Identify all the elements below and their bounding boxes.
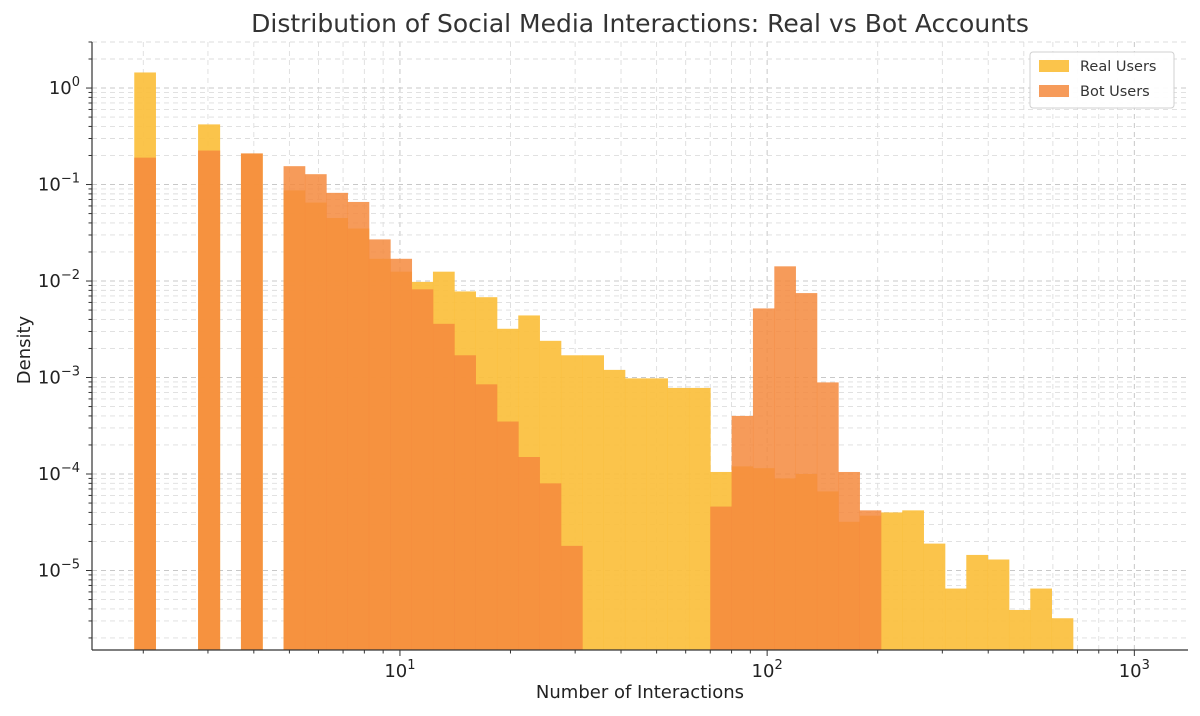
real-users-bar-21 [582,355,604,650]
real-users-bar-25 [667,387,690,650]
bot-users-bar-5 [240,153,263,651]
bot-users-bar-3 [198,150,221,650]
y-tick-label-2: 10−2 [38,268,80,292]
real-users-bar-42 [1030,588,1052,650]
y-tick-label-3: 10−3 [38,365,80,389]
bot-users-bar-13 [411,289,434,650]
bot-users-bar-20 [560,545,583,650]
real-users-bar-40 [987,559,1010,650]
y-tick-label-1: 10−1 [38,172,80,196]
real-users-bar-24 [646,378,669,650]
bot-users-bar-9 [326,192,348,650]
real-users-bar-37 [923,543,946,650]
legend-swatch-1 [1039,85,1069,97]
bot-users-bar-27 [710,506,732,650]
real-users-bars [134,72,1074,651]
y-tick-label-4: 10−4 [38,461,80,485]
legend-label-0: Real Users [1080,59,1156,75]
bot-users-bar-33 [838,471,860,650]
bot-users-bar-18 [518,457,540,650]
real-users-bar-41 [1008,609,1031,650]
bot-users-bar-19 [539,483,562,650]
bot-users-bar-8 [304,174,327,650]
bot-users-bar-28 [731,415,754,650]
bot-users-bar-0 [134,157,156,650]
bot-users-bar-11 [368,239,391,650]
legend-swatch-0 [1039,60,1069,72]
x-tick-label-0: 101 [384,658,415,682]
real-users-bar-39 [966,554,989,650]
real-users-bar-43 [1051,618,1074,650]
bot-users-bar-14 [432,323,455,650]
bot-users-bar-12 [390,258,413,650]
bot-users-bar-29 [752,308,775,650]
real-users-bar-38 [944,588,967,650]
chart-title: Distribution of Social Media Interaction… [251,9,1029,38]
plot-axes [86,41,1188,656]
real-users-bar-23 [624,378,647,650]
y-axis-ticks: 100 10−1 10−2 10−3 10−4 10−5 [38,75,80,581]
real-users-bar-35 [880,512,903,650]
x-axis-label: Number of Interactions [536,682,744,703]
bot-users-bar-10 [347,201,370,650]
bot-users-bar-15 [454,355,476,650]
bot-users-bar-31 [795,293,818,650]
real-users-bar-26 [688,387,711,650]
legend: Real Users Bot Users [1029,51,1175,109]
bot-users-bar-17 [496,421,519,650]
bot-users-bars [134,150,882,651]
bot-users-bar-34 [859,510,882,650]
y-axis-label: Density [14,315,35,384]
y-tick-label-0: 100 [49,75,80,99]
x-tick-label-2: 103 [1119,658,1150,682]
x-tick-label-1: 102 [752,658,783,682]
bot-users-bar-7 [283,166,306,650]
bot-users-bar-32 [816,382,839,650]
real-users-bar-36 [902,510,924,650]
bot-users-bar-30 [774,266,796,650]
bot-users-bar-16 [475,384,498,650]
real-users-bar-22 [603,369,626,650]
legend-label-1: Bot Users [1080,84,1150,100]
y-tick-label-5: 10−5 [38,557,80,581]
x-axis-ticks: 101 102 103 [384,658,1150,682]
